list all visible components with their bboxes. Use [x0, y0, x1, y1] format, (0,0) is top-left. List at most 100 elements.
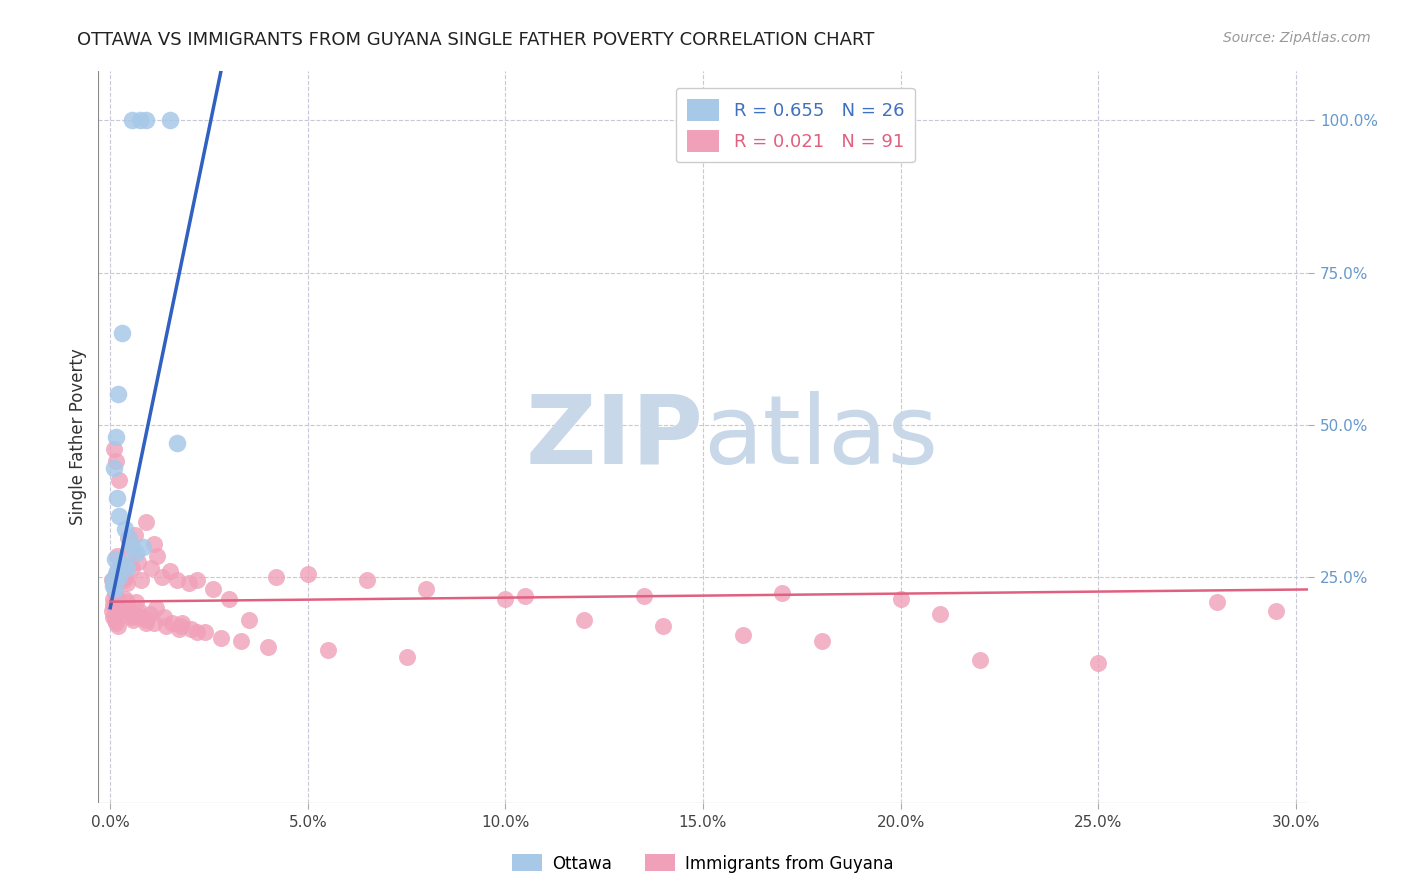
Point	[770, 585, 793, 599]
Point	[108, 570, 131, 584]
Point	[135, 516, 157, 530]
Point	[104, 582, 127, 597]
Point	[118, 546, 141, 560]
Point	[166, 574, 188, 588]
Point	[110, 558, 132, 573]
Point	[218, 591, 240, 606]
Point	[112, 600, 135, 615]
Point	[166, 436, 188, 450]
Legend: R = 0.655   N = 26, R = 0.021   N = 91: R = 0.655 N = 26, R = 0.021 N = 91	[676, 87, 915, 162]
Point	[574, 613, 596, 627]
Point	[135, 615, 157, 630]
Point	[142, 615, 165, 630]
Point	[114, 591, 136, 606]
Point	[105, 491, 128, 505]
Point	[105, 591, 128, 606]
Point	[120, 610, 142, 624]
Point	[890, 591, 912, 606]
Point	[117, 531, 139, 545]
Y-axis label: Single Father Poverty: Single Father Poverty	[69, 349, 87, 525]
Point	[186, 574, 208, 588]
Point	[117, 594, 139, 608]
Point	[515, 589, 537, 603]
Point	[159, 113, 181, 128]
Point	[103, 598, 125, 612]
Point	[115, 576, 138, 591]
Point	[110, 555, 132, 569]
Point	[103, 460, 125, 475]
Point	[111, 600, 134, 615]
Point	[121, 607, 143, 621]
Point	[125, 546, 148, 560]
Point	[494, 591, 516, 606]
Point	[101, 574, 124, 588]
Point	[108, 509, 131, 524]
Point	[1205, 594, 1227, 608]
Text: atlas: atlas	[703, 391, 938, 483]
Point	[229, 634, 252, 648]
Point	[124, 527, 146, 541]
Point	[238, 613, 260, 627]
Point	[316, 643, 339, 657]
Point	[110, 598, 132, 612]
Point	[105, 615, 128, 630]
Point	[108, 598, 131, 612]
Point	[118, 531, 141, 545]
Point	[101, 591, 124, 606]
Point	[101, 574, 124, 588]
Point	[1265, 604, 1288, 618]
Point	[105, 430, 128, 444]
Point	[111, 567, 134, 582]
Point	[159, 564, 181, 578]
Point	[103, 442, 125, 457]
Point	[103, 579, 125, 593]
Point	[145, 600, 167, 615]
Point	[121, 113, 143, 128]
Point	[202, 582, 225, 597]
Text: Source: ZipAtlas.com: Source: ZipAtlas.com	[1223, 31, 1371, 45]
Point	[114, 570, 136, 584]
Point	[142, 537, 165, 551]
Point	[101, 610, 124, 624]
Point	[169, 619, 191, 633]
Point	[108, 473, 131, 487]
Point	[135, 613, 157, 627]
Point	[152, 610, 174, 624]
Point	[108, 600, 131, 615]
Point	[633, 589, 655, 603]
Point	[104, 552, 127, 566]
Point	[179, 576, 201, 591]
Text: OTTAWA VS IMMIGRANTS FROM GUYANA SINGLE FATHER POVERTY CORRELATION CHART: OTTAWA VS IMMIGRANTS FROM GUYANA SINGLE …	[77, 31, 875, 49]
Point	[104, 585, 127, 599]
Point	[929, 607, 952, 621]
Point	[160, 615, 183, 630]
Point	[127, 610, 149, 624]
Point	[139, 607, 162, 621]
Point	[186, 625, 208, 640]
Point	[1087, 656, 1109, 670]
Point	[194, 625, 217, 640]
Point	[129, 113, 152, 128]
Point	[111, 326, 134, 341]
Point	[104, 454, 127, 468]
Point	[131, 540, 153, 554]
Point	[131, 610, 153, 624]
Point	[128, 604, 150, 618]
Point	[395, 649, 418, 664]
Point	[150, 570, 173, 584]
Point	[122, 613, 145, 627]
Point	[652, 619, 675, 633]
Point	[114, 521, 136, 535]
Point	[115, 604, 138, 618]
Point	[101, 604, 124, 618]
Point	[105, 567, 128, 582]
Point	[112, 558, 135, 573]
Point	[146, 549, 169, 563]
Point	[115, 561, 138, 575]
Text: ZIP: ZIP	[524, 391, 703, 483]
Point	[969, 652, 991, 666]
Point	[139, 561, 162, 575]
Point	[356, 574, 378, 588]
Point	[180, 622, 202, 636]
Point	[129, 574, 152, 588]
